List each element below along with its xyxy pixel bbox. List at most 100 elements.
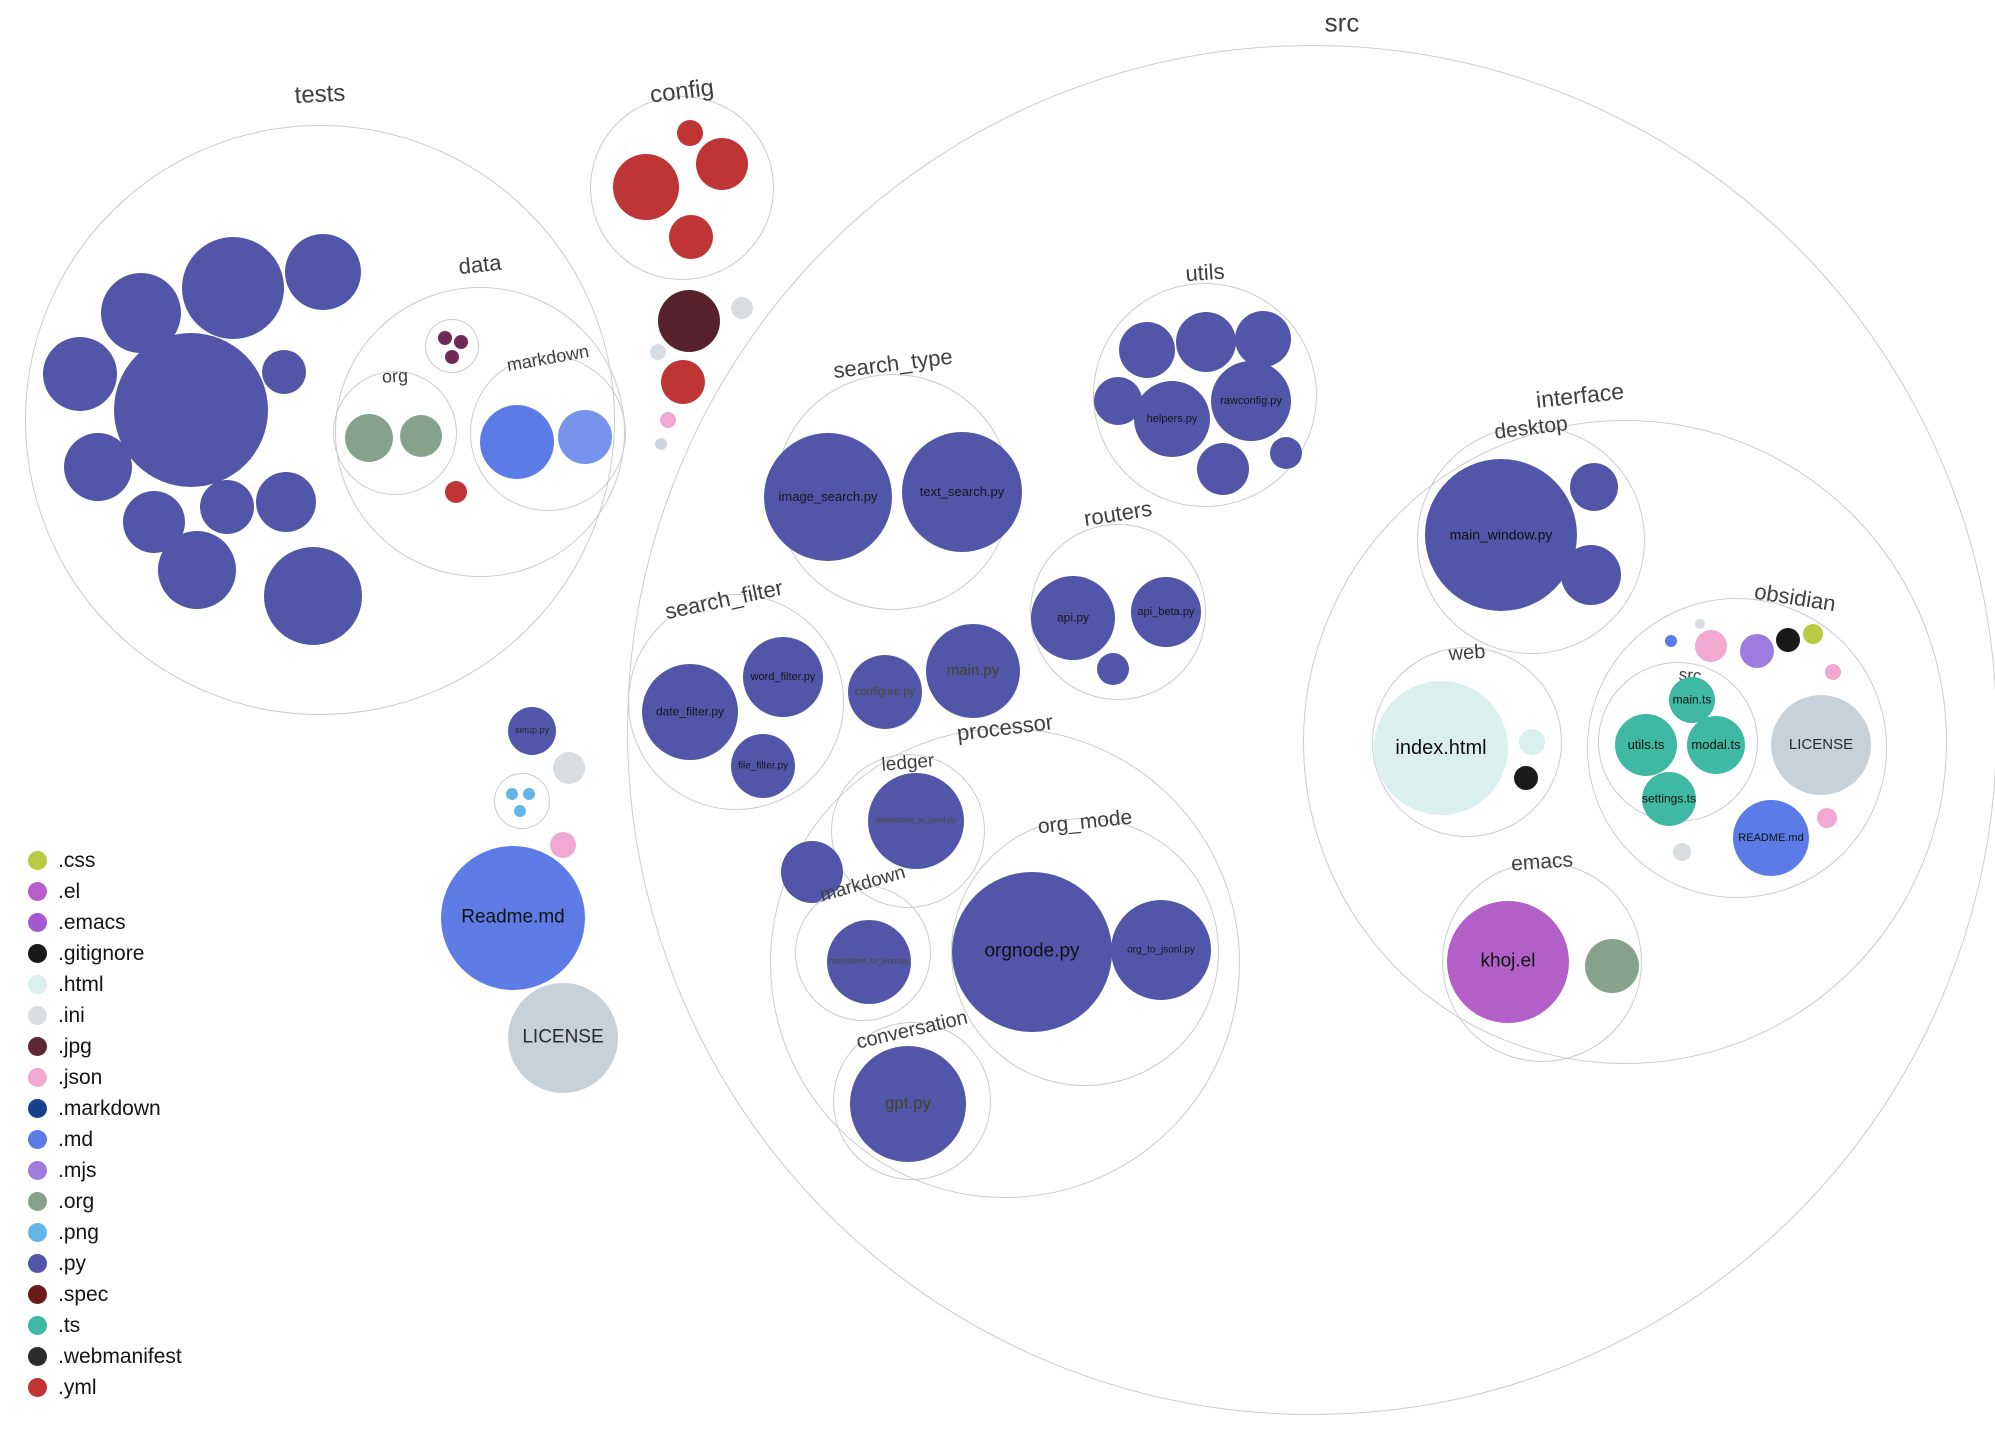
file-circle (1176, 312, 1236, 372)
folder-circle-markdown (470, 355, 626, 511)
rawconfig-py-label: rawconfig.py (1220, 394, 1282, 407)
legend-label-markdown: .markdown (58, 1096, 161, 1120)
mjs-color-dot-icon (28, 1161, 47, 1180)
file-circle-khoj-el (1447, 901, 1569, 1023)
utils-ts-label: utils.ts (1627, 736, 1665, 752)
folder-circle-web (1372, 647, 1562, 837)
file-circle-setup-py (508, 707, 556, 755)
file-circle (1235, 311, 1291, 367)
file-circle (285, 234, 361, 310)
file-circle-license (508, 983, 618, 1093)
legend-item-json: .json (28, 1062, 182, 1093)
legend-label-el: .el (58, 879, 81, 903)
file-circle (655, 438, 667, 450)
file-filter-py-label: file_filter.py (737, 760, 789, 772)
file-circle (1119, 322, 1175, 378)
word-filter-py-label: word_filter.py (750, 670, 816, 683)
file-circle (256, 472, 316, 532)
jpg-color-dot-icon (28, 1037, 47, 1056)
folder-circle-config (590, 96, 774, 280)
legend-label-org: .org (58, 1189, 95, 1213)
file-circle (696, 138, 748, 190)
folder-circle-org (333, 371, 457, 495)
legend-label-py: .py (58, 1251, 87, 1275)
folder-circle (425, 319, 479, 373)
file-circle (262, 350, 306, 394)
readme-md-label: README.md (1738, 831, 1804, 844)
py-color-dot-icon (28, 1254, 47, 1273)
gpt-py-label: gpt.py (884, 1093, 932, 1113)
css-color-dot-icon (28, 851, 47, 870)
file-circle (1803, 624, 1823, 644)
folder-circle-src (627, 45, 1995, 1415)
legend-item-png: .png (28, 1217, 182, 1248)
file-circle (445, 350, 459, 364)
data-label: data (457, 249, 503, 280)
file-circle (1514, 766, 1538, 790)
legend-item-ini: .ini (28, 1000, 182, 1031)
file-circle (658, 290, 720, 352)
el-color-dot-icon (28, 882, 47, 901)
text-search-py-label: text_search.py (919, 483, 1005, 499)
file-circle (1519, 729, 1545, 755)
khoj-el-label: khoj.el (1480, 950, 1536, 972)
file-circle (454, 335, 468, 349)
legend-item-org: .org (28, 1186, 182, 1217)
legend-label-png: .png (58, 1220, 99, 1244)
file-circle-gpt-py (850, 1046, 966, 1162)
legend-label-md: .md (58, 1127, 94, 1151)
date-filter-py-label: date_filter.py (655, 704, 725, 719)
file-circle (264, 547, 362, 645)
ini-color-dot-icon (28, 1006, 47, 1025)
legend-label-ini: .ini (58, 1003, 85, 1027)
legend-item-mjs: .mjs (28, 1155, 182, 1186)
file-circle (650, 344, 666, 360)
file-circle (1817, 808, 1837, 828)
orgnode-py-label: orgnode.py (984, 940, 1080, 962)
file-circle (200, 480, 254, 534)
legend-label-webmanifest: .webmanifest (58, 1344, 182, 1368)
file-circle-helpers-py (1134, 381, 1210, 457)
legend-item-webmanifest: .webmanifest (28, 1341, 182, 1372)
folder-circle-conversation (833, 1022, 991, 1180)
setup-py-label: setup.py (514, 725, 550, 736)
file-circle (677, 120, 703, 146)
file-circle-api-py (1031, 576, 1115, 660)
file-circle-utils-ts (1615, 714, 1677, 776)
spec-color-dot-icon (28, 1285, 47, 1304)
file-circle (1585, 939, 1639, 993)
settings-ts-label: settings.ts (1641, 791, 1697, 806)
file-circle (400, 415, 442, 457)
org-label: org (381, 365, 409, 387)
legend-item-spec: .spec (28, 1279, 182, 1310)
legend: .css .el .emacs .gitignore .html .ini .jpg .jso… (28, 845, 182, 1403)
legend-item-gitignore: .gitignore (28, 938, 182, 969)
legend-label-emacs: .emacs (58, 910, 126, 934)
file-circle-date-filter-py (642, 664, 738, 760)
legend-label-mjs: .mjs (58, 1158, 97, 1182)
file-circle (669, 215, 713, 259)
src-label: src (1324, 7, 1360, 38)
main-py-label: main.py (946, 661, 1000, 679)
file-circle-main-window-py (1425, 459, 1577, 611)
legend-label-css: .css (58, 848, 96, 872)
tests-label: tests (293, 79, 346, 110)
helpers-py-label: helpers.py (1146, 412, 1198, 425)
file-circle (660, 412, 676, 428)
legend-label-jpg: .jpg (58, 1034, 92, 1058)
api-py-label: api.py (1056, 610, 1090, 625)
folder-circle-routers (1030, 524, 1206, 700)
file-circle (731, 297, 753, 319)
file-circle (613, 154, 679, 220)
markdown-color-dot-icon (28, 1099, 47, 1118)
legend-label-json: .json (58, 1065, 103, 1089)
file-circle (506, 788, 518, 800)
folder-circle-processor (770, 728, 1240, 1198)
legend-item-el: .el (28, 876, 182, 907)
file-circle-text-search-py (902, 432, 1022, 552)
legend-item-markdown: .markdown (28, 1093, 182, 1124)
file-circle (1097, 653, 1129, 685)
file-circle-configure-py (848, 655, 922, 729)
file-circle (480, 405, 554, 479)
